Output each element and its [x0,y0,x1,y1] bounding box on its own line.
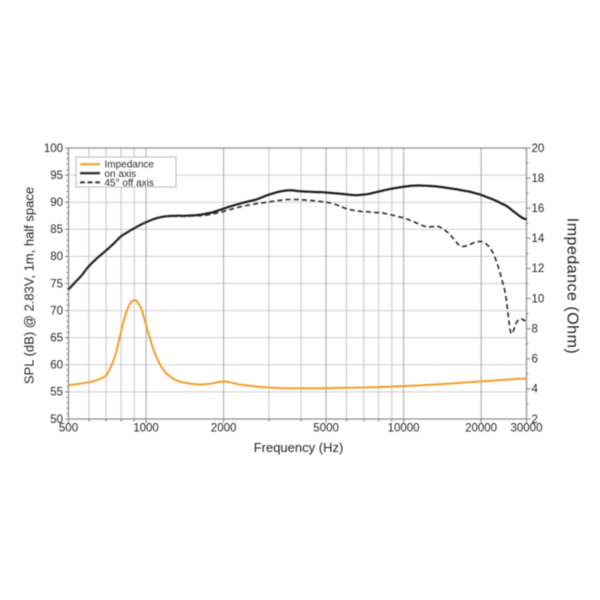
svg-text:45° off axis: 45° off axis [105,178,154,189]
svg-text:4: 4 [532,384,539,396]
svg-text:12: 12 [532,263,545,275]
svg-text:14: 14 [532,233,545,245]
svg-text:Impedance (Ohm): Impedance (Ohm) [564,218,581,354]
svg-text:20: 20 [532,143,545,155]
svg-text:100: 100 [44,143,63,155]
svg-text:20000: 20000 [465,423,497,435]
svg-text:18: 18 [532,173,545,185]
svg-text:6: 6 [532,354,538,366]
svg-text:95: 95 [50,170,63,182]
svg-text:2000: 2000 [211,423,237,435]
svg-text:16: 16 [532,203,545,215]
svg-text:10000: 10000 [388,423,420,435]
svg-text:Frequency (Hz): Frequency (Hz) [254,440,344,455]
svg-text:Impedance: Impedance [105,160,155,171]
svg-text:65: 65 [50,333,63,345]
svg-text:70: 70 [50,305,63,317]
svg-text:10: 10 [532,293,545,305]
svg-text:75: 75 [50,278,63,290]
svg-text:80: 80 [50,251,63,263]
svg-text:55: 55 [50,387,63,399]
svg-text:SPL (dB) @ 2.83V, 1m, half spa: SPL (dB) @ 2.83V, 1m, half space [22,187,37,384]
svg-text:1000: 1000 [133,423,159,435]
svg-text:60: 60 [50,360,63,372]
svg-text:85: 85 [50,224,63,236]
svg-text:on axis: on axis [105,169,137,180]
svg-text:30000: 30000 [511,423,543,435]
svg-text:90: 90 [50,197,63,209]
svg-text:2: 2 [532,414,538,426]
svg-text:50: 50 [50,414,63,426]
svg-text:8: 8 [532,324,538,336]
svg-text:500: 500 [59,423,78,435]
svg-text:5000: 5000 [313,423,339,435]
